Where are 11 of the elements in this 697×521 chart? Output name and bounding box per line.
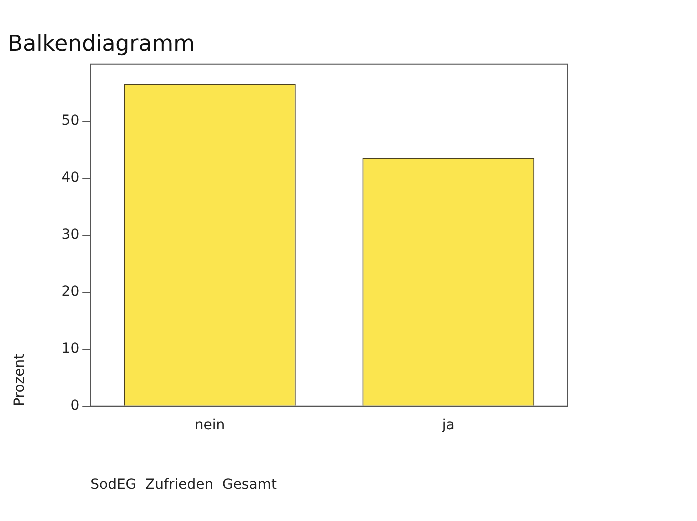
y-tick-label: 30 (62, 227, 80, 244)
y-tick-label: 0 (70, 398, 80, 414)
y-axis-title: Prozent (12, 353, 28, 406)
y-tick-label: 40 (62, 170, 80, 186)
x-tick-label: ja (441, 417, 455, 434)
y-tick-label: 20 (62, 284, 80, 300)
x-axis-title: SodEG Zufrieden Gesamt (90, 477, 278, 494)
chart-title: Balkendiagramm (8, 32, 196, 57)
y-tick-label: 50 (62, 113, 80, 130)
x-tick-label: nein (194, 417, 226, 434)
y-tick-label: 10 (62, 341, 80, 358)
